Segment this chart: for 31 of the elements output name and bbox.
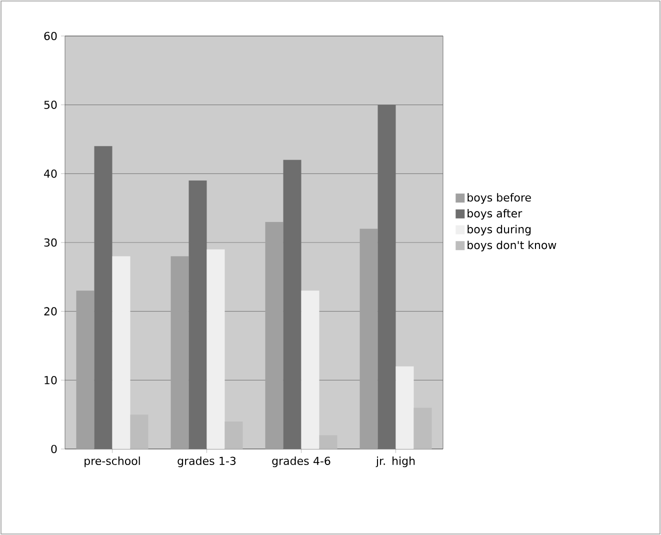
bar: [188, 180, 207, 449]
legend-label: boys after: [468, 208, 522, 220]
bar: [396, 366, 414, 449]
y-tick-label: 10: [44, 376, 57, 384]
bar: [378, 104, 396, 449]
bar: [112, 256, 130, 449]
bar: [301, 290, 320, 449]
legend-label: boys before: [468, 193, 531, 204]
bar: [130, 414, 148, 449]
bar: [170, 256, 189, 449]
y-tick-label: 0: [51, 444, 57, 454]
y-tick-label: 60: [44, 32, 57, 40]
bar: [283, 160, 302, 449]
bar: [224, 421, 243, 449]
bar: [76, 290, 94, 449]
legend-label: boys during: [468, 224, 531, 236]
bar: [414, 408, 432, 449]
bar: [265, 222, 284, 449]
x-tick-label: grades 4-6: [272, 456, 330, 468]
x-tick-label: grades 1-3: [178, 456, 236, 468]
x-tick-label: jr. high: [376, 456, 415, 468]
y-tick-label: 20: [44, 307, 57, 316]
y-tick-label: 50: [44, 100, 57, 109]
bar: [94, 146, 112, 449]
y-tick-label: 30: [44, 238, 57, 247]
bar: [206, 249, 225, 449]
bar: [360, 228, 378, 449]
x-tick-label: pre-school: [84, 456, 140, 468]
bar: [319, 435, 338, 449]
legend-label: boys don't know: [468, 240, 556, 252]
y-tick-label: 40: [44, 170, 57, 178]
